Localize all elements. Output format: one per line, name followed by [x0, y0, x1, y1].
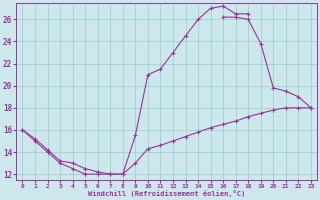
X-axis label: Windchill (Refroidissement éolien,°C): Windchill (Refroidissement éolien,°C): [88, 190, 245, 197]
